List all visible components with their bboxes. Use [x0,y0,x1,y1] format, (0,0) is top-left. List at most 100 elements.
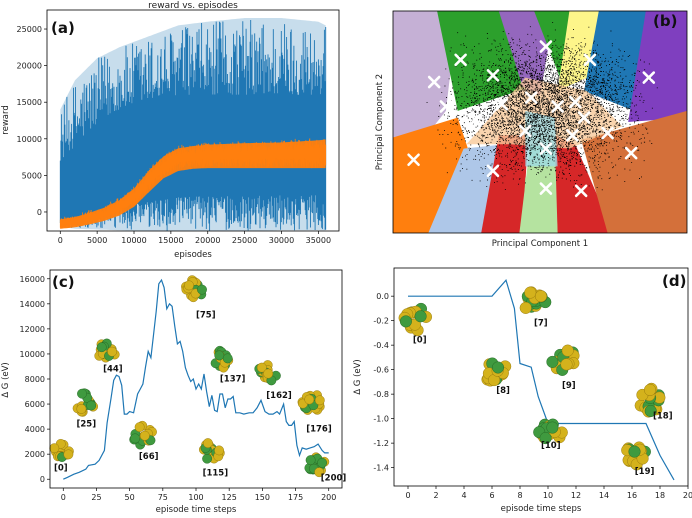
cluster-label: [0] [54,464,68,474]
y-tick-label: -1.4 [373,464,389,473]
scatter-point-cloud [426,22,658,191]
atom-green [399,315,412,328]
centroid-marker [427,75,441,89]
x-tick-label: 5000 [87,236,107,245]
y-tick-label: 12000 [20,325,45,334]
panel-c-label: (c) [52,273,75,291]
atom-green [546,421,559,434]
cluster-label: [0] [413,336,427,346]
centroid-marker [642,71,656,84]
nanocluster-icon [198,438,225,464]
panel-c-plot-area: [0] [25] [44] [66] [75] [115] [137] [162] [176] [… [49,275,346,484]
atom-gold [524,286,537,299]
x-tick-label: 6 [489,491,494,500]
atom-green [546,355,559,368]
atom-gold [263,368,274,379]
y-tick-label: 10000 [17,135,42,144]
centroid-marker [551,100,564,113]
x-tick-label: 0 [405,491,410,500]
voronoi-region [393,117,470,233]
atom-green [202,453,213,464]
x-tick-label: 125 [222,493,237,502]
cluster-label: [115] [203,469,229,479]
x-tick-label: 8 [517,491,522,500]
x-tick-label: 50 [125,493,135,502]
y-tick-label: 16000 [20,275,45,284]
centroid-marker [454,53,467,67]
voronoi-region [557,11,608,91]
centroid-marker [407,153,420,167]
atom-green [130,433,141,444]
panel-a-axes: 0 5000 10000 15000 20000 25000 30000 35000 0 5000… [17,25,332,245]
x-tick-label: 16 [627,491,637,500]
atom-green [414,310,427,323]
panel-b-centroids [407,40,656,198]
panel-c-xlabel: episode time steps [156,505,237,515]
atom-gold [49,443,60,454]
x-tick-label: 14 [599,491,609,500]
panel-a-axes-frame [46,9,340,232]
x-tick-label: 20 [683,491,692,500]
atom-gold [560,358,573,371]
cluster-label: [19] [635,467,655,477]
panel-c-axes-frame [49,269,343,489]
atom-gold [535,290,548,303]
centroid-marker [566,129,579,142]
delta-g-line [63,278,329,480]
panel-c-axes: 0 25 50 75 100 125 150 175 200020004000600080001… [20,275,337,502]
cluster-label: [8] [496,386,510,396]
centroid-marker [495,97,509,111]
y-tick-label: 0 [40,475,45,484]
x-tick-label: 200 [321,493,336,502]
cluster-label: [162] [266,391,292,401]
nanocluster-icon [398,302,433,337]
atom-green [644,405,657,418]
cluster-label: [176] [306,425,332,435]
centroid-marker [601,126,614,140]
nanocluster-icon [519,286,552,314]
y-tick-label: 5000 [22,171,42,180]
atom-gold [107,346,118,357]
panel-b: (b) Principal Component 1 Principal Comp… [375,10,688,249]
nanocluster-icon [129,420,157,450]
centroid-marker [568,95,582,109]
panel-d-axes: 0 2 4 6 8 10 12 14 16 18 20 0.0 -0.2 -0.4 -0.6 -0.8 -1.0… [373,292,692,500]
voronoi-region [481,135,529,233]
panel-a-title: reward vs. episodes [148,1,238,11]
y-tick-label: 2000 [25,450,45,459]
y-tick-label: 20000 [17,62,42,71]
atom-gold [202,438,213,448]
centroid-marker [539,182,553,195]
y-tick-label: 0 [37,208,42,217]
atom-green [628,445,641,458]
x-tick-label: 12 [571,491,581,500]
cluster-label: [66] [139,452,159,462]
atom-gold [63,449,74,460]
nanocluster-icon [94,338,120,363]
atom-green [539,432,552,445]
atom-gold [314,467,325,478]
x-tick-label: 35000 [306,236,331,245]
panel-d-plot-area: [0] [7] [8] [9] [10] [18] [19] [398,278,675,481]
atom-gold [644,383,657,396]
atom-gold [134,422,145,432]
atom-green [492,361,505,374]
panel-c-ylabel: Δ G (eV) [1,362,11,397]
atom-green [305,455,316,465]
atom-green [96,342,107,353]
nanocluster-icon [254,360,281,386]
centroid-marker [486,69,500,82]
y-tick-label: 25000 [17,25,42,34]
atom-gold [139,430,150,441]
panel-d-label: (d) [662,272,686,290]
atom-green [77,388,87,399]
y-tick-label: 8000 [25,375,45,384]
atom-green [222,353,233,364]
atom-gold [561,344,574,357]
voronoi-region-bottom [522,177,558,233]
panel-a: reward vs. episodes 0 5000 10000 15000 20000… [1,1,340,260]
centroid-marker [439,100,453,113]
y-tick-label: 0.0 [376,292,389,301]
centroid-marker [524,91,538,104]
